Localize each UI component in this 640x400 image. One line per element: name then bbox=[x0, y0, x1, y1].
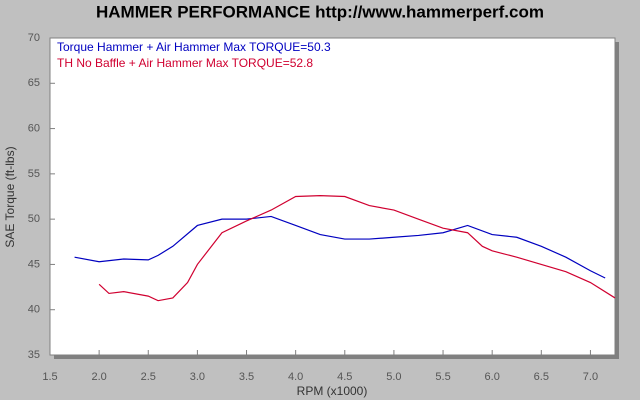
legend-entry: TH No Baffle + Air Hammer Max TORQUE=52.… bbox=[57, 56, 313, 70]
series-line bbox=[74, 215, 606, 279]
chart-title: HAMMER PERFORMANCE http://www.hammerperf… bbox=[96, 2, 544, 21]
series-line bbox=[98, 194, 616, 302]
x-tick-label: 4.5 bbox=[337, 371, 352, 383]
x-tick-label: 1.5 bbox=[42, 371, 57, 383]
x-tick-label: 4.0 bbox=[288, 371, 303, 383]
x-tick-label: 6.5 bbox=[534, 371, 549, 383]
x-tick-label: 5.0 bbox=[386, 371, 401, 383]
y-tick-label: 60 bbox=[28, 122, 40, 134]
x-axis-label: RPM (x1000) bbox=[297, 384, 368, 398]
y-axis-label: SAE Torque (ft-lbs) bbox=[3, 146, 17, 247]
y-tick-label: 55 bbox=[28, 168, 40, 180]
x-tick-label: 5.5 bbox=[435, 371, 450, 383]
x-tick-label: 2.5 bbox=[141, 371, 156, 383]
x-tick-label: 3.0 bbox=[190, 371, 205, 383]
y-tick-label: 35 bbox=[28, 349, 40, 361]
x-tick-label: 6.0 bbox=[485, 371, 500, 383]
x-tick-label: 3.5 bbox=[239, 371, 254, 383]
x-tick-label: 2.0 bbox=[91, 371, 106, 383]
y-tick-label: 40 bbox=[28, 304, 40, 316]
x-tick-label: 7.0 bbox=[583, 371, 598, 383]
y-tick-label: 65 bbox=[28, 77, 40, 89]
y-tick-label: 45 bbox=[28, 258, 40, 270]
legend-entry: Torque Hammer + Air Hammer Max TORQUE=50… bbox=[57, 40, 331, 54]
y-tick-label: 70 bbox=[28, 32, 40, 44]
y-tick-label: 50 bbox=[28, 213, 40, 225]
